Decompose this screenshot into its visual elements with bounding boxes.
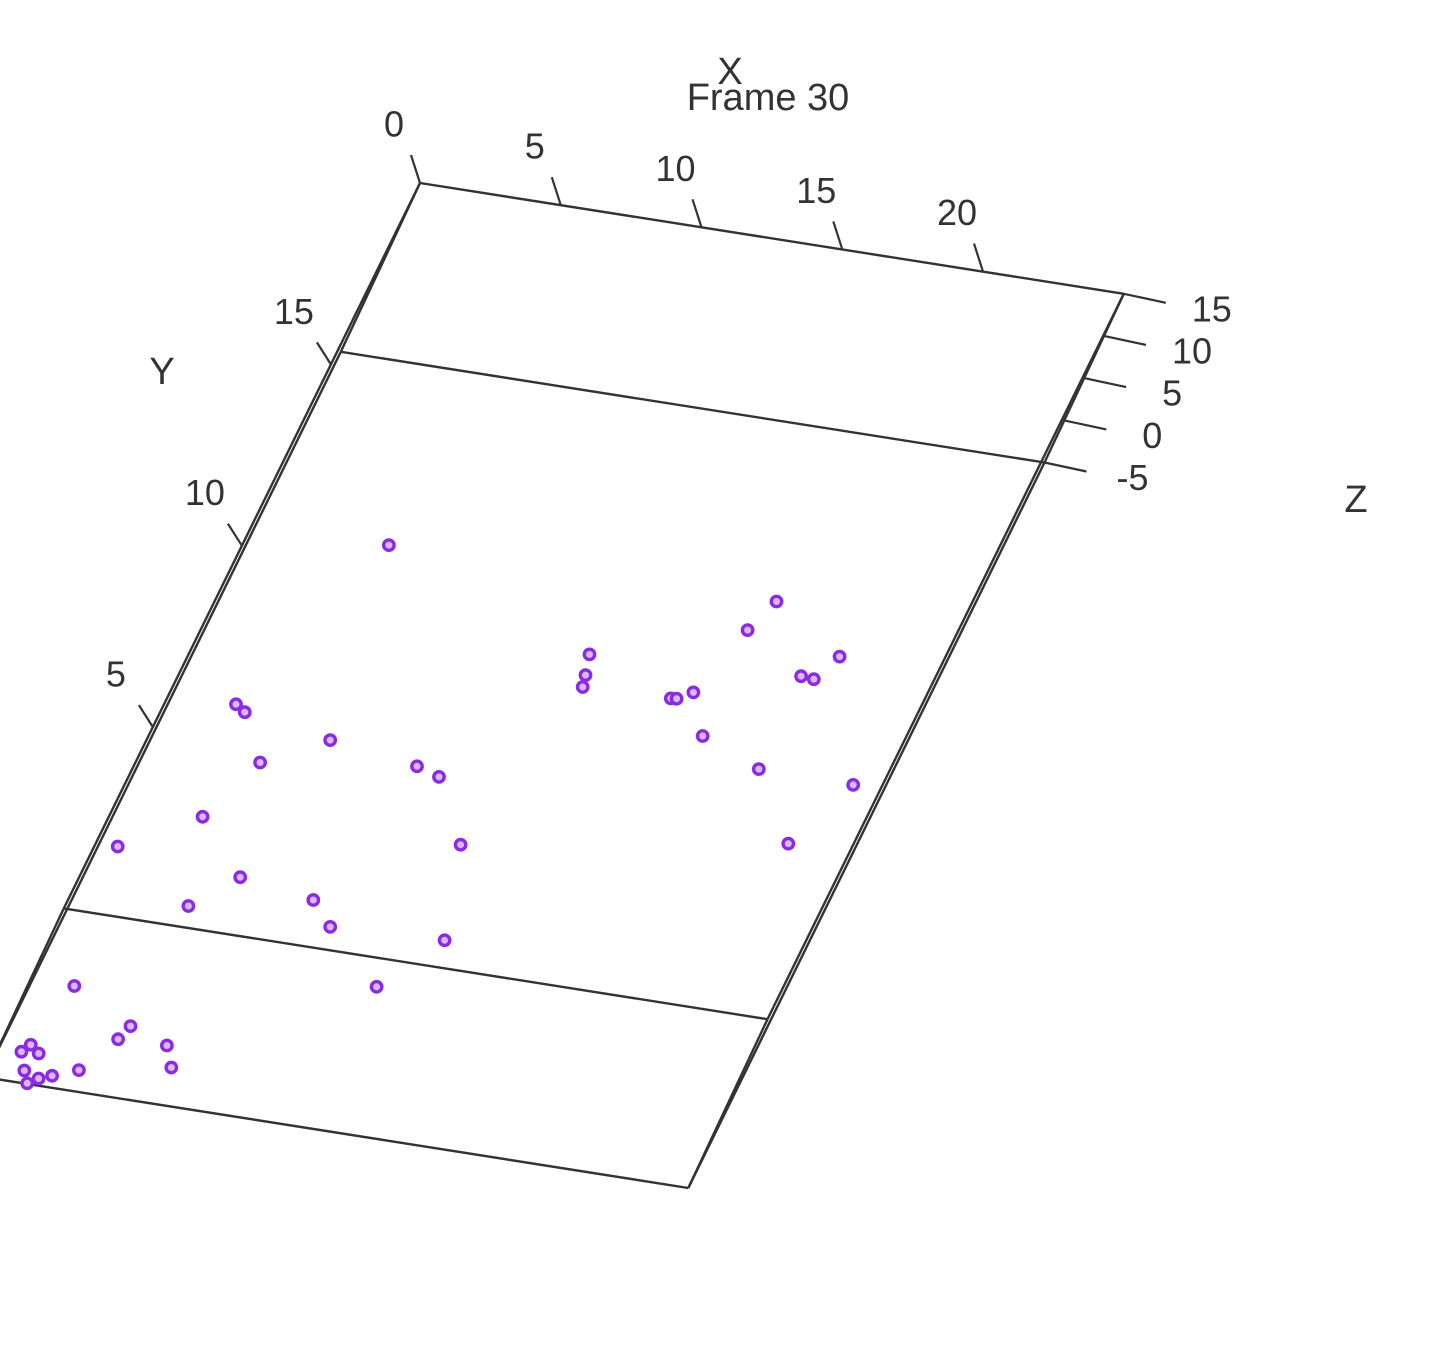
x-axis-tick-label: 0 bbox=[384, 104, 404, 145]
data-point bbox=[323, 920, 338, 934]
z-axis-tick-label: 5 bbox=[1162, 373, 1182, 414]
data-point bbox=[781, 836, 796, 851]
z-axis-tick bbox=[1123, 292, 1167, 304]
x-axis-tick bbox=[832, 221, 844, 250]
y-axis-title: Y bbox=[149, 351, 174, 393]
data-point bbox=[110, 839, 125, 854]
data-point bbox=[20, 1076, 35, 1091]
x-axis-tick-label: 20 bbox=[937, 192, 977, 233]
data-point bbox=[164, 1060, 179, 1075]
x-axis-tick-label: 15 bbox=[796, 170, 836, 211]
data-point bbox=[306, 893, 321, 907]
data-point bbox=[432, 770, 446, 784]
data-point bbox=[846, 778, 861, 792]
box-edge bbox=[62, 182, 422, 909]
data-point bbox=[323, 733, 338, 747]
z-axis-tick-label: -5 bbox=[1116, 457, 1148, 498]
data-point bbox=[669, 691, 684, 706]
data-point bbox=[233, 870, 248, 885]
data-point bbox=[575, 680, 590, 694]
box-edge bbox=[340, 350, 1045, 464]
data-point bbox=[453, 837, 468, 852]
data-points bbox=[14, 538, 861, 1091]
box-edge bbox=[766, 293, 1125, 1020]
box-edge bbox=[63, 907, 768, 1021]
x-axis-tick bbox=[972, 243, 985, 272]
y-axis-tick bbox=[315, 341, 332, 365]
x-axis-tick bbox=[691, 198, 703, 228]
y-axis-tick-label: 10 bbox=[185, 472, 225, 513]
data-point bbox=[832, 649, 847, 664]
data-point bbox=[582, 647, 597, 662]
y-axis-tick-label: 15 bbox=[274, 291, 314, 332]
data-point bbox=[111, 1032, 126, 1047]
box-edge bbox=[419, 181, 1124, 295]
data-point bbox=[794, 669, 808, 684]
box-edge bbox=[1043, 293, 1125, 464]
data-point bbox=[253, 755, 268, 770]
data-point bbox=[686, 685, 701, 700]
data-point bbox=[695, 729, 710, 743]
y-axis-tick bbox=[226, 523, 243, 547]
data-point bbox=[72, 1063, 86, 1078]
data-point bbox=[229, 697, 243, 712]
box-edge bbox=[687, 1018, 769, 1189]
data-point bbox=[381, 538, 396, 552]
box-edge bbox=[0, 1078, 689, 1190]
x-axis-title: X bbox=[717, 51, 742, 93]
z-axis-tick bbox=[1103, 334, 1147, 346]
data-point bbox=[806, 672, 821, 687]
data-point bbox=[31, 1071, 46, 1086]
x-axis-tick bbox=[409, 154, 422, 184]
data-point bbox=[67, 979, 82, 993]
data-point bbox=[123, 1019, 138, 1033]
box-edge bbox=[0, 907, 65, 1048]
data-point bbox=[237, 705, 252, 720]
box-edge bbox=[0, 351, 342, 1049]
data-point bbox=[195, 809, 210, 824]
data-point bbox=[437, 933, 452, 948]
x-axis-tick-label: 5 bbox=[525, 126, 545, 167]
box-edge bbox=[339, 182, 422, 353]
data-point bbox=[17, 1063, 32, 1078]
z-axis-tick-label: 15 bbox=[1192, 288, 1232, 329]
data-point bbox=[181, 899, 196, 913]
data-point bbox=[578, 668, 593, 682]
z-axis-tick-label: 0 bbox=[1142, 415, 1162, 456]
data-point bbox=[31, 1046, 46, 1061]
chart-title: Frame 30 bbox=[687, 77, 850, 119]
data-point bbox=[23, 1037, 38, 1052]
data-point bbox=[740, 623, 755, 637]
box-edge bbox=[687, 461, 1046, 1189]
y-axis-tick bbox=[137, 704, 154, 728]
z-axis-title: Z bbox=[1344, 479, 1367, 521]
data-point bbox=[751, 762, 766, 776]
y-axis-tick-label: 5 bbox=[106, 654, 126, 695]
data-point bbox=[369, 979, 384, 994]
x-axis-tick bbox=[550, 176, 562, 206]
z-axis-tick-label: 10 bbox=[1172, 330, 1212, 371]
data-point bbox=[45, 1068, 59, 1083]
z-axis-tick bbox=[1083, 377, 1127, 389]
data-point bbox=[159, 1038, 174, 1053]
data-point bbox=[410, 759, 424, 774]
z-axis-tick bbox=[1044, 461, 1087, 473]
x-axis-tick-label: 10 bbox=[655, 148, 695, 189]
bounding-box bbox=[0, 181, 1125, 1190]
z-axis-tick bbox=[1064, 419, 1107, 431]
data-point bbox=[14, 1044, 29, 1059]
data-point bbox=[769, 594, 784, 609]
